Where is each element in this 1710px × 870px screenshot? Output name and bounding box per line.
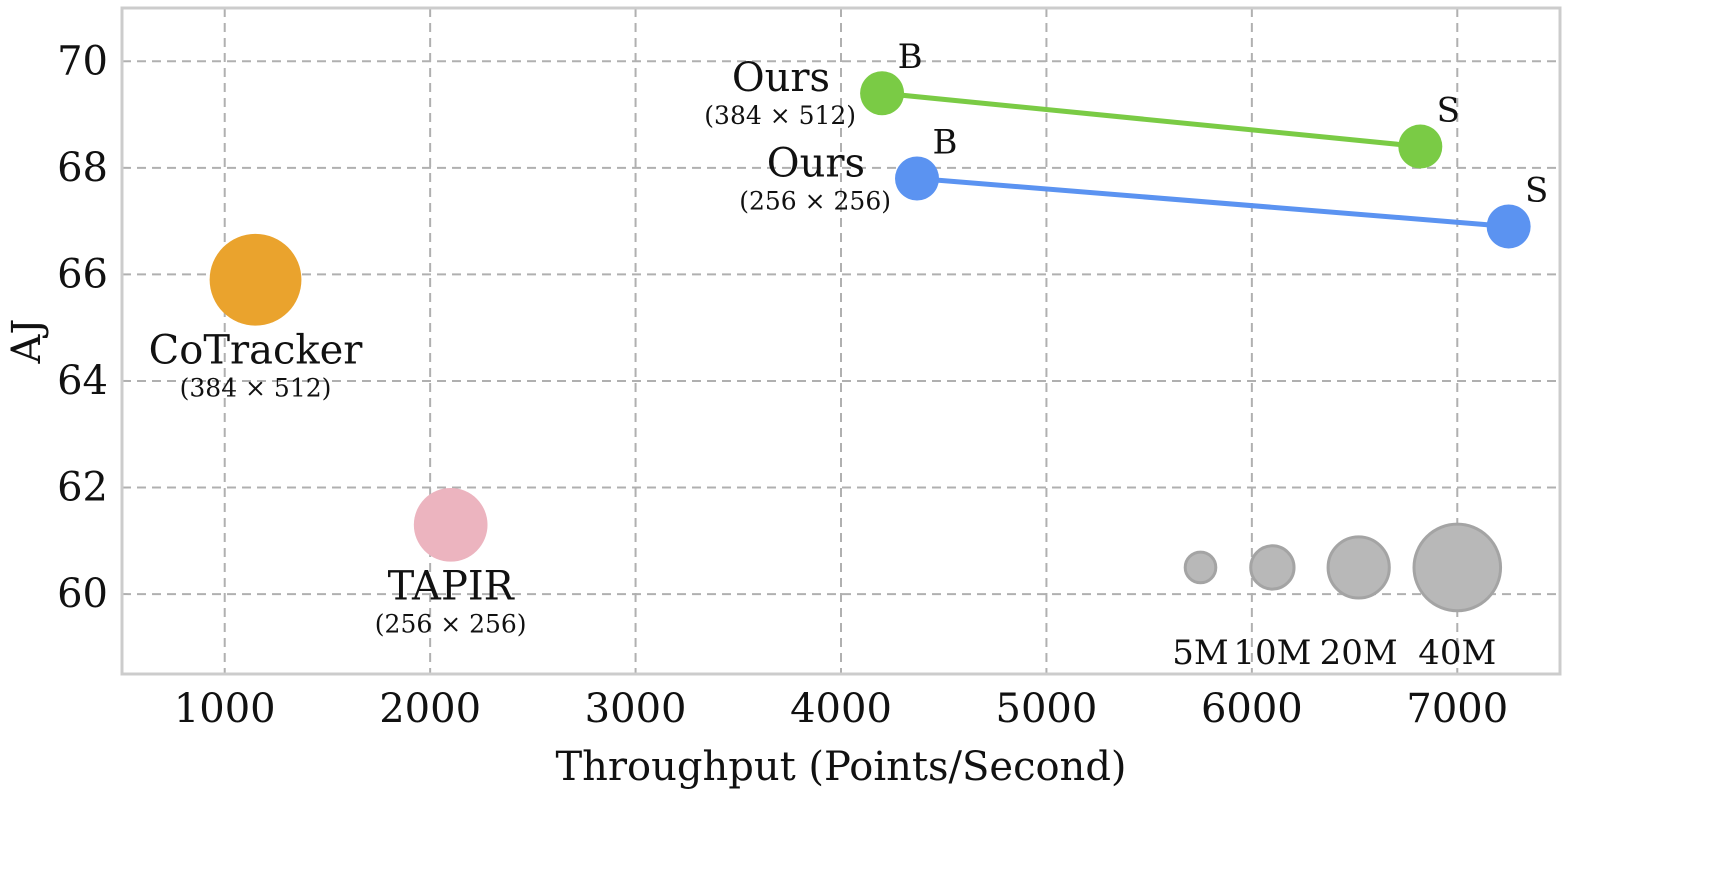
- size-legend-label: 5M: [1172, 633, 1228, 673]
- series-resolution-label: (384 × 512): [180, 374, 332, 403]
- y-tick-label: 64: [57, 358, 108, 404]
- data-point: [895, 156, 940, 201]
- size-legend-label: 40M: [1418, 633, 1496, 673]
- y-tick-label: 70: [57, 38, 108, 84]
- data-point: [1398, 124, 1443, 169]
- x-axis-label: Throughput (Points/Second): [555, 744, 1126, 790]
- y-axis-label: AJ: [4, 319, 50, 365]
- point-label: S: [1437, 91, 1460, 131]
- series-resolution-label: (384 × 512): [704, 101, 856, 130]
- grid: [122, 8, 1560, 674]
- data-point: [413, 487, 488, 562]
- series-name-label: CoTracker: [149, 328, 364, 374]
- x-tick-label: 1000: [174, 686, 276, 732]
- point-label: B: [898, 37, 923, 77]
- size-legend-circle: [1183, 550, 1218, 585]
- x-tick-label: 4000: [790, 686, 892, 732]
- size-legend-circle: [1249, 544, 1296, 591]
- x-tick-labels: 1000 2000 3000 4000 5000 6000 7000: [174, 686, 1508, 732]
- y-tick-labels: 60 62 64 66 68 70: [57, 38, 108, 617]
- size-legend-label: 10M: [1233, 633, 1311, 673]
- data-point: [1486, 204, 1531, 249]
- x-tick-label: 7000: [1406, 686, 1508, 732]
- size-legend-label: 20M: [1320, 633, 1398, 673]
- data-point: [209, 233, 302, 326]
- x-tick-label: 5000: [996, 686, 1098, 732]
- y-tick-label: 62: [57, 465, 108, 511]
- series-resolution-label: (256 × 256): [739, 186, 891, 215]
- series-name-label: TAPIR: [388, 564, 516, 610]
- size-legend-circle: [1412, 522, 1503, 613]
- y-tick-label: 68: [57, 145, 108, 191]
- point-label: B: [933, 122, 958, 162]
- size-legend-circle: [1326, 535, 1391, 600]
- x-tick-label: 2000: [379, 686, 481, 732]
- data-point: [860, 71, 905, 116]
- series-line: [916, 176, 1509, 229]
- plot-frame: [120, 6, 1562, 676]
- series-name-label: Ours: [767, 140, 865, 186]
- series-name-label: Ours: [732, 55, 830, 101]
- x-tick-label: 3000: [585, 686, 687, 732]
- data-points: [209, 71, 1531, 562]
- series-resolution-label: (256 × 256): [375, 610, 527, 639]
- series-line: [881, 90, 1421, 150]
- size-legend: 5M 10M 20M 40M: [1172, 522, 1503, 673]
- y-tick-label: 66: [57, 251, 108, 297]
- y-tick-label: 60: [57, 571, 108, 617]
- point-label: S: [1525, 170, 1548, 210]
- series-lines: [881, 90, 1509, 229]
- x-tick-label: 6000: [1201, 686, 1303, 732]
